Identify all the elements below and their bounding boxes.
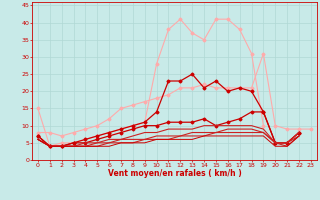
X-axis label: Vent moyen/en rafales ( km/h ): Vent moyen/en rafales ( km/h ): [108, 169, 241, 178]
